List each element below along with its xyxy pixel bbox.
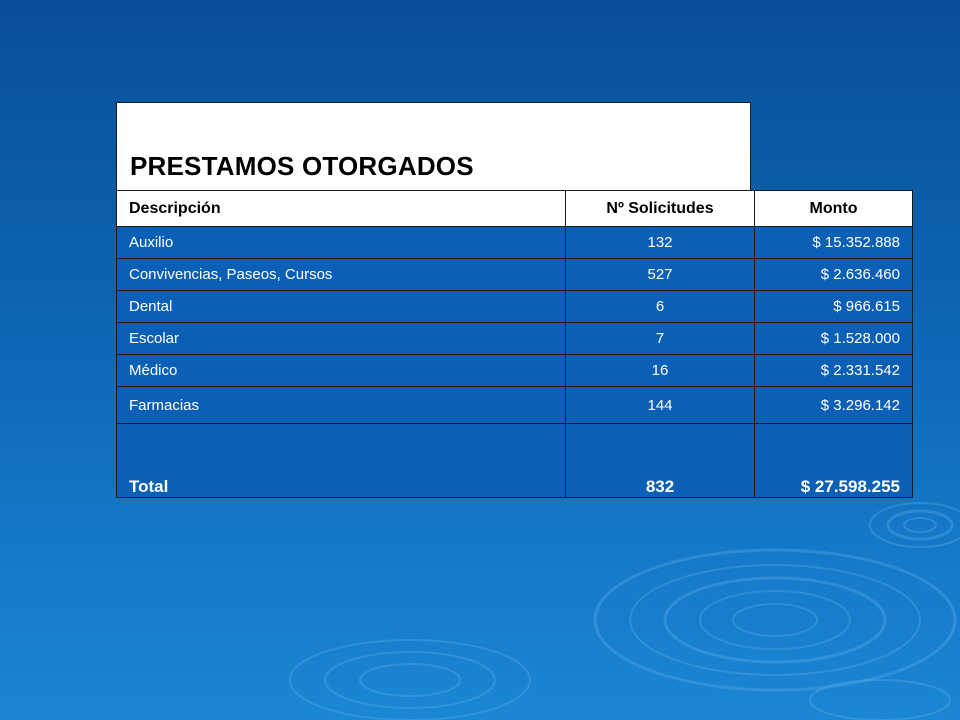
table-row: Convivencias, Paseos, Cursos 527 $ 2.636… <box>116 258 913 291</box>
row-descripcion: Convivencias, Paseos, Cursos <box>116 258 566 291</box>
total-label: Total <box>116 423 566 498</box>
row-descripcion: Médico <box>116 354 566 387</box>
title-box: PRESTAMOS OTORGADOS <box>116 102 751 191</box>
column-header-solicitudes: Nº Solicitudes <box>565 190 755 227</box>
row-monto: $ 966.615 <box>754 290 913 323</box>
row-solicitudes: 144 <box>565 386 755 424</box>
table-row: Médico 16 $ 2.331.542 <box>116 354 913 387</box>
table-row: Escolar 7 $ 1.528.000 <box>116 322 913 355</box>
row-descripcion: Auxilio <box>116 226 566 259</box>
row-monto: $ 3.296.142 <box>754 386 913 424</box>
total-solicitudes: 832 <box>565 423 755 498</box>
row-monto: $ 2.331.542 <box>754 354 913 387</box>
table-row: Farmacias 144 $ 3.296.142 <box>116 386 913 424</box>
table-row: Auxilio 132 $ 15.352.888 <box>116 226 913 259</box>
row-solicitudes: 132 <box>565 226 755 259</box>
row-descripcion: Farmacias <box>116 386 566 424</box>
row-solicitudes: 527 <box>565 258 755 291</box>
row-monto: $ 1.528.000 <box>754 322 913 355</box>
row-solicitudes: 6 <box>565 290 755 323</box>
total-monto: $ 27.598.255 <box>754 423 913 498</box>
row-monto: $ 2.636.460 <box>754 258 913 291</box>
table-row: Dental 6 $ 966.615 <box>116 290 913 323</box>
column-header-descripcion: Descripción <box>116 190 566 227</box>
row-solicitudes: 16 <box>565 354 755 387</box>
page-title: PRESTAMOS OTORGADOS <box>130 151 474 181</box>
table-total-row: Total 832 $ 27.598.255 <box>116 423 913 498</box>
row-descripcion: Escolar <box>116 322 566 355</box>
column-header-monto: Monto <box>754 190 913 227</box>
row-monto: $ 15.352.888 <box>754 226 913 259</box>
row-solicitudes: 7 <box>565 322 755 355</box>
loans-table: Descripción Nº Solicitudes Monto Auxilio… <box>116 190 913 498</box>
table-header-row: Descripción Nº Solicitudes Monto <box>116 190 913 227</box>
row-descripcion: Dental <box>116 290 566 323</box>
